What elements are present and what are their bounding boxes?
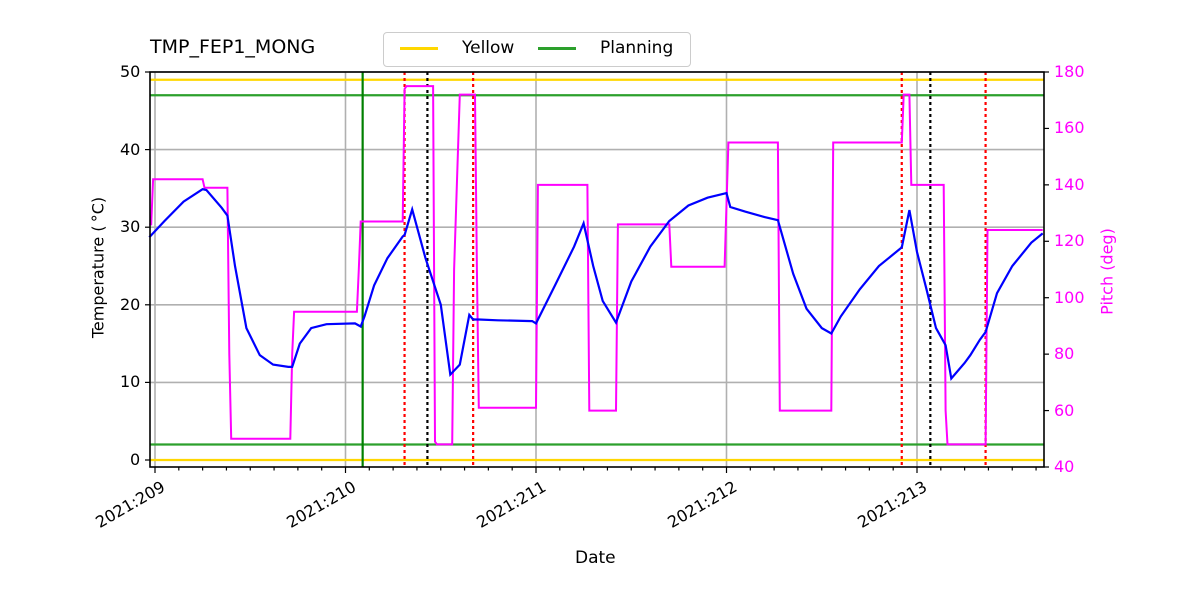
y-axis-label-left: Temperature ( °C) <box>88 196 108 339</box>
y-axis-label-right: Pitch (deg) <box>1097 228 1117 315</box>
y-tick-label-right: 180 <box>1054 62 1085 81</box>
plot-frame <box>149 71 1045 468</box>
chart-title: TMP_FEP1_MONG <box>150 36 316 58</box>
legend-item-planning: Planning <box>538 38 673 58</box>
x-axis-label: Date <box>575 548 616 568</box>
y-tick-label-right: 160 <box>1054 118 1085 138</box>
pitch-series-line <box>149 85 1043 446</box>
y-tick-label-left: 10 <box>120 372 141 392</box>
y-tick-label-left: 30 <box>120 217 141 237</box>
y-tick-label-right: 120 <box>1054 231 1085 251</box>
threshold-lines <box>150 78 1044 462</box>
yellow-swatch-icon <box>400 46 438 50</box>
temperature-series-line <box>148 188 1044 381</box>
legend: Yellow Planning <box>383 32 691 67</box>
event-lines <box>361 72 987 467</box>
y-tick-label-left: 0 <box>130 450 141 469</box>
y-tick-label-left: 40 <box>120 139 141 159</box>
y-tick-label-left: 50 <box>120 62 141 81</box>
y-tick-label-left: 20 <box>120 294 141 314</box>
planning-swatch-icon <box>538 46 576 50</box>
legend-label-planning: Planning <box>600 38 674 58</box>
y-tick-label-right: 60 <box>1054 400 1075 420</box>
legend-item-yellow: Yellow <box>400 38 514 58</box>
axis-ticks <box>145 71 1049 473</box>
y-tick-label-right: 80 <box>1054 344 1075 364</box>
legend-label-yellow: Yellow <box>462 38 515 58</box>
y-tick-label-right: 40 <box>1054 457 1075 476</box>
y-tick-label-right: 140 <box>1054 174 1085 194</box>
y-tick-label-right: 100 <box>1054 287 1085 307</box>
